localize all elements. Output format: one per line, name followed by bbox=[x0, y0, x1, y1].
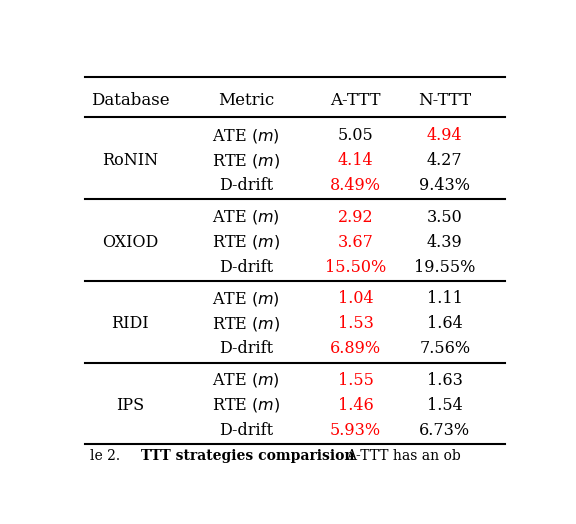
Text: ATE $(m)$: ATE $(m)$ bbox=[212, 126, 280, 145]
Text: 1.54: 1.54 bbox=[427, 397, 463, 413]
Text: 1.46: 1.46 bbox=[338, 397, 373, 413]
Text: 6.89%: 6.89% bbox=[330, 340, 381, 357]
Text: RTE $(m)$: RTE $(m)$ bbox=[212, 396, 280, 414]
Text: 1.63: 1.63 bbox=[427, 372, 463, 388]
Text: ATE $(m)$: ATE $(m)$ bbox=[212, 290, 280, 308]
Text: 1.64: 1.64 bbox=[427, 315, 463, 332]
Text: 1.55: 1.55 bbox=[338, 372, 373, 388]
Text: N-TTT: N-TTT bbox=[418, 92, 471, 108]
Text: D-drift: D-drift bbox=[219, 258, 273, 276]
Text: D-drift: D-drift bbox=[219, 177, 273, 194]
Text: 6.73%: 6.73% bbox=[419, 421, 471, 439]
Text: RIDI: RIDI bbox=[111, 315, 149, 332]
Text: A-TTT has an ob: A-TTT has an ob bbox=[347, 449, 461, 463]
Text: ATE $(m)$: ATE $(m)$ bbox=[212, 208, 280, 226]
Text: 15.50%: 15.50% bbox=[325, 258, 386, 276]
Text: RTE $(m)$: RTE $(m)$ bbox=[212, 233, 280, 251]
Text: IPS: IPS bbox=[116, 397, 144, 413]
Text: 2.92: 2.92 bbox=[338, 209, 373, 225]
Text: 3.67: 3.67 bbox=[338, 234, 373, 250]
Text: D-drift: D-drift bbox=[219, 421, 273, 439]
Text: TTT strategies comparision: TTT strategies comparision bbox=[141, 449, 355, 463]
Text: 4.27: 4.27 bbox=[427, 152, 463, 169]
Text: RoNIN: RoNIN bbox=[102, 152, 158, 169]
Text: Metric: Metric bbox=[218, 92, 274, 108]
Text: 8.49%: 8.49% bbox=[330, 177, 381, 194]
Text: 7.56%: 7.56% bbox=[419, 340, 471, 357]
Text: 5.05: 5.05 bbox=[338, 127, 373, 144]
Text: 4.94: 4.94 bbox=[427, 127, 463, 144]
Text: 3.50: 3.50 bbox=[427, 209, 463, 225]
Text: 1.11: 1.11 bbox=[427, 290, 463, 307]
Text: 4.14: 4.14 bbox=[338, 152, 373, 169]
Text: 1.53: 1.53 bbox=[338, 315, 373, 332]
Text: OXIOD: OXIOD bbox=[102, 234, 158, 250]
Text: le 2.: le 2. bbox=[90, 449, 120, 463]
Text: 19.55%: 19.55% bbox=[414, 258, 475, 276]
Text: ATE $(m)$: ATE $(m)$ bbox=[212, 371, 280, 389]
Text: 4.39: 4.39 bbox=[427, 234, 463, 250]
Text: RTE $(m)$: RTE $(m)$ bbox=[212, 151, 280, 170]
Text: 5.93%: 5.93% bbox=[330, 421, 381, 439]
Text: D-drift: D-drift bbox=[219, 340, 273, 357]
Text: 1.04: 1.04 bbox=[338, 290, 373, 307]
Text: A-TTT: A-TTT bbox=[330, 92, 381, 108]
Text: Database: Database bbox=[90, 92, 169, 108]
Text: 9.43%: 9.43% bbox=[419, 177, 470, 194]
Text: RTE $(m)$: RTE $(m)$ bbox=[212, 314, 280, 333]
